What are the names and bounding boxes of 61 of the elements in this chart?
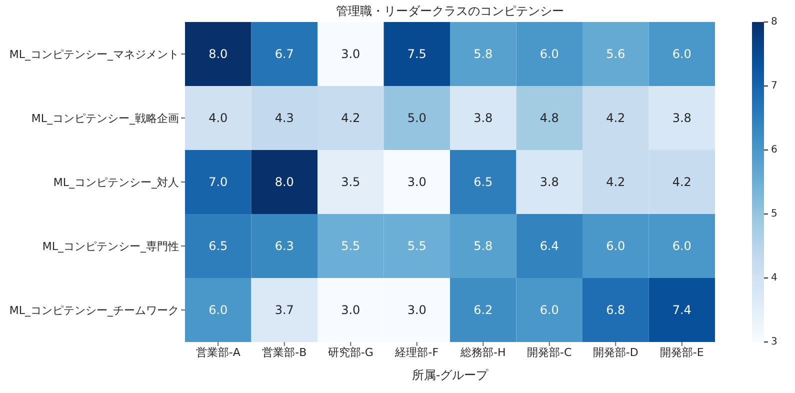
color-bar-label: 8 — [771, 16, 778, 28]
data-label: 6.5 — [474, 175, 493, 189]
data-label: 4.2 — [672, 175, 692, 189]
data-label: 7.0 — [208, 175, 228, 189]
data-label: 6.0 — [208, 303, 228, 317]
data-label: 3.0 — [407, 175, 426, 189]
data-label: 6.5 — [208, 239, 228, 253]
data-label: 5.5 — [341, 239, 360, 253]
data-label: 6.4 — [540, 239, 559, 253]
x-tick-label: 開発部-E — [660, 346, 704, 359]
data-label: 4.8 — [540, 111, 559, 125]
data-label: 3.0 — [341, 47, 360, 61]
color-bar-label: 3 — [771, 336, 778, 348]
chart-title: 管理職・リーダークラスのコンピテンシー — [335, 3, 565, 20]
data-label: 3.7 — [274, 303, 294, 317]
y-tick-label: ML_コンピテンシー_戦略企画 — [31, 112, 179, 125]
data-label: 4.3 — [274, 111, 294, 125]
x-axis-title: 所属-グループ — [412, 368, 490, 382]
color-bar-label: 5 — [771, 208, 778, 220]
x-tick-label: 総務部-H — [460, 346, 506, 359]
data-label: 7.5 — [407, 47, 426, 61]
data-label: 6.0 — [540, 47, 559, 61]
data-label: 4.2 — [341, 111, 360, 125]
y-tick-label: ML_コンピテンシー_専門性 — [42, 240, 179, 253]
data-label: 3.8 — [540, 175, 559, 189]
data-label: 5.5 — [407, 239, 426, 253]
data-label: 6.0 — [606, 239, 626, 253]
data-label: 3.8 — [474, 111, 493, 125]
data-label: 6.7 — [274, 47, 294, 61]
data-label: 4.0 — [208, 111, 228, 125]
x-tick-label: 開発部-D — [592, 346, 638, 359]
data-label: 6.3 — [274, 239, 294, 253]
x-tick-label: 研究部-G — [328, 346, 374, 359]
x-tick-label: 営業部-B — [262, 346, 307, 359]
data-label: 6.8 — [606, 303, 626, 317]
data-label: 6.0 — [672, 239, 692, 253]
data-label: 8.0 — [274, 175, 294, 189]
data-label: 6.0 — [672, 47, 692, 61]
data-label: 5.8 — [474, 47, 493, 61]
x-tick-label: 経理部-F — [394, 346, 439, 359]
data-label: 8.0 — [208, 47, 228, 61]
x-tick-label: 営業部-A — [196, 346, 241, 359]
data-label: 4.2 — [606, 175, 626, 189]
data-label: 3.5 — [341, 175, 360, 189]
y-tick-label: ML_コンピテンシー_マネジメント — [9, 48, 179, 61]
data-label: 6.2 — [474, 303, 493, 317]
data-label: 7.4 — [672, 303, 692, 317]
color-bar-label: 6 — [771, 144, 778, 156]
y-tick-label: ML_コンピテンシー_対人 — [53, 176, 179, 189]
data-label: 5.0 — [407, 111, 426, 125]
color-bar-label: 7 — [771, 80, 778, 92]
data-label: 3.0 — [341, 303, 360, 317]
x-tick-label: 開発部-C — [527, 346, 572, 359]
y-tick-label: ML_コンピテンシー_チームワーク — [9, 304, 179, 317]
data-label: 4.2 — [606, 111, 626, 125]
data-label: 5.8 — [474, 239, 493, 253]
data-label: 3.8 — [672, 111, 692, 125]
color-bar-label: 4 — [771, 272, 778, 284]
data-label: 5.6 — [606, 47, 626, 61]
data-label: 3.0 — [407, 303, 426, 317]
data-label: 6.0 — [540, 303, 559, 317]
